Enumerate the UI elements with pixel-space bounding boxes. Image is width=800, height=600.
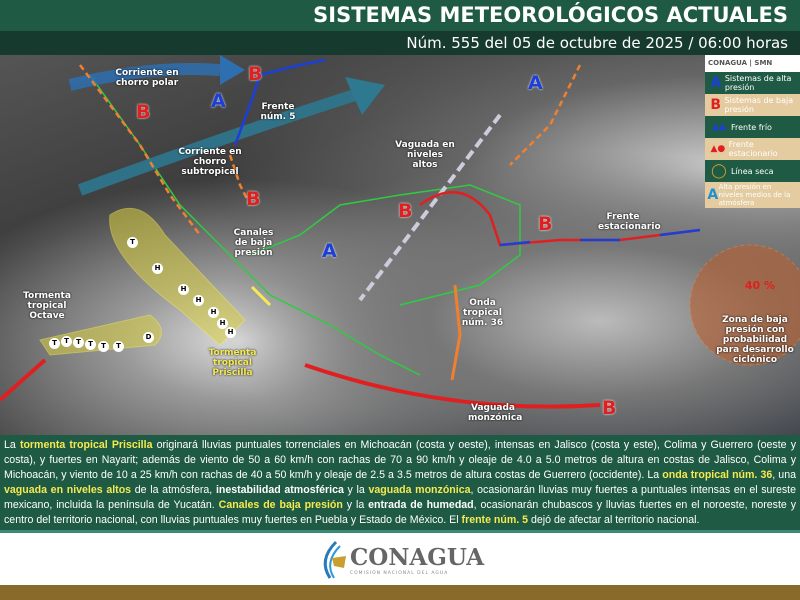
storm-track-point: H <box>208 307 219 318</box>
storm-track-point: T <box>61 336 72 347</box>
monsoon-trough <box>304 363 601 409</box>
upper-trough <box>358 113 502 302</box>
monsoon-trough-label: Vaguada monzónica <box>468 403 523 423</box>
highlighted-phrase: entrada de humedad <box>368 499 474 511</box>
bulletin-segment: y la <box>342 499 369 511</box>
storm-track-point: T <box>113 341 124 352</box>
low-pressure-marker: B <box>398 200 413 222</box>
low-channels-label: Canales de baja presión <box>233 228 274 258</box>
subtropical-jet-label: Corriente en chorro subtropical <box>178 147 242 177</box>
storm-track-point: H <box>178 284 189 295</box>
stationary-front <box>419 190 701 247</box>
cold-front-5 <box>233 58 326 146</box>
subtropical-jet-arrow <box>77 89 357 196</box>
cold-front-north <box>509 64 582 166</box>
storm-track-point: H <box>225 327 236 338</box>
legend-item-high: A Sistemas de alta presión <box>705 72 800 94</box>
dry-line-icon: ◯ <box>711 162 727 179</box>
probability-label: 40 % <box>744 279 776 292</box>
storm-track-point: T <box>127 237 138 248</box>
legend-brand: CONAGUA | SMN <box>705 55 800 72</box>
storm-track-point: T <box>98 341 109 352</box>
low-pressure-channel <box>79 64 201 236</box>
upper-trough-label: Vaguada en niveles altos <box>395 140 455 170</box>
low-pressure-marker: B <box>602 397 617 419</box>
bulletin-segment: , ocasionarán chubascos y lluvias fuerte… <box>4 499 796 526</box>
weather-map: A A A B B B B B B Corriente en chorro po… <box>0 55 800 435</box>
low-probability-label: Zona de baja presión con probabilidad pa… <box>716 315 794 365</box>
footer-bar <box>0 585 800 600</box>
subtropical-jet-arrowhead <box>345 77 385 115</box>
legend-item-low: B Sistemas de baja presión <box>705 94 800 116</box>
polar-jet-label: Corriente en chorro polar <box>115 68 179 88</box>
stationary-front-blue <box>499 228 701 247</box>
high-pressure-marker: A <box>528 72 543 94</box>
legend-item-mid-high: A Alta presión en niveles medios de la at… <box>705 182 800 208</box>
page-title: SISTEMAS METEOROLÓGICOS ACTUALES <box>0 0 800 31</box>
storm-track-point: H <box>217 318 228 329</box>
tropical-wave-label: Onda tropical núm. 36 <box>461 298 504 328</box>
low-pressure-channel-2 <box>228 154 252 206</box>
footer <box>0 533 800 585</box>
map-legend: CONAGUA | SMN A Sistemas de alta presión … <box>705 55 800 208</box>
high-pressure-marker: A <box>322 240 337 262</box>
priscilla-label: Tormenta tropical Priscilla <box>208 348 257 378</box>
storm-track-point: H <box>152 263 163 274</box>
low-pressure-marker: B <box>136 101 151 123</box>
bulletin-segment: y la <box>343 484 369 496</box>
bulletin-segment: , una <box>772 469 796 481</box>
legend-item-stationary: ▲● Frente estacionario <box>705 138 800 160</box>
stationary-front-label: Frente estacionario <box>598 212 661 232</box>
polar-jet-arrowhead <box>220 55 245 85</box>
storm-track-point: H <box>193 295 204 306</box>
highlighted-phrase: inestabilidad atmosférica <box>215 484 344 496</box>
bulletin-number-date: Núm. 555 del 05 de octubre de 2025 / 06:… <box>0 31 800 55</box>
bulletin-segment: dejó de afectar al territorio nacional. <box>528 514 700 526</box>
octave-label: Tormenta tropical Octave <box>23 291 71 321</box>
low-pressure-marker: B <box>246 188 261 210</box>
legend-item-dry-line: ◯ Línea seca <box>705 160 800 182</box>
highlighted-phrase: frente núm. 5 <box>461 514 529 526</box>
map-overlays <box>0 55 800 409</box>
bulletin-text: La tormenta tropical Priscilla originará… <box>0 435 800 533</box>
highlighted-phrase: vaguada en niveles altos <box>4 484 132 496</box>
high-pressure-icon: A <box>710 74 722 91</box>
high-pressure-marker: A <box>211 90 226 112</box>
highlighted-phrase: vaguada monzónica <box>368 484 471 496</box>
stationary-front-icon: ▲● <box>710 143 726 154</box>
bulletin-segment: , ocasionarán lluvias muy fuertes a punt… <box>4 484 796 511</box>
tropical-wave <box>450 284 462 381</box>
low-probability-zone <box>689 244 800 366</box>
cold-front-icon: ▲▲ <box>712 121 726 132</box>
storm-track-point: D <box>143 332 154 343</box>
low-pressure-marker: B <box>248 63 263 85</box>
front-5-label: Frente núm. 5 <box>260 102 296 122</box>
low-pressure-icon: B <box>710 96 722 113</box>
highlighted-phrase: onda tropical núm. 36 <box>662 469 773 481</box>
conagua-logo: CONAGUA COMISIÓN NACIONAL DEL AGUA <box>316 540 484 580</box>
mid-level-high-icon: A <box>707 187 719 203</box>
highlighted-phrase: Canales de baja presión <box>218 499 343 511</box>
legend-item-cold-front: ▲▲ Frente frío <box>705 116 800 138</box>
monsoon-trough-west <box>0 358 47 402</box>
conagua-emblem-icon <box>323 540 346 579</box>
bulletin-segment: de la atmósfera, <box>131 484 216 496</box>
storm-track-point: T <box>85 339 96 350</box>
polar-jet-arrow <box>68 63 221 91</box>
coastline-gulf <box>249 184 521 306</box>
storm-track-point: T <box>49 338 60 349</box>
storm-track-point: T <box>73 337 84 348</box>
bulletin-segment: La <box>4 439 20 451</box>
bulletin-segment: originará lluvias puntuales torrenciales… <box>4 439 796 481</box>
dry-line <box>250 285 272 307</box>
highlighted-phrase: tormenta tropical Priscilla <box>19 439 153 451</box>
low-pressure-marker: B <box>538 213 553 235</box>
